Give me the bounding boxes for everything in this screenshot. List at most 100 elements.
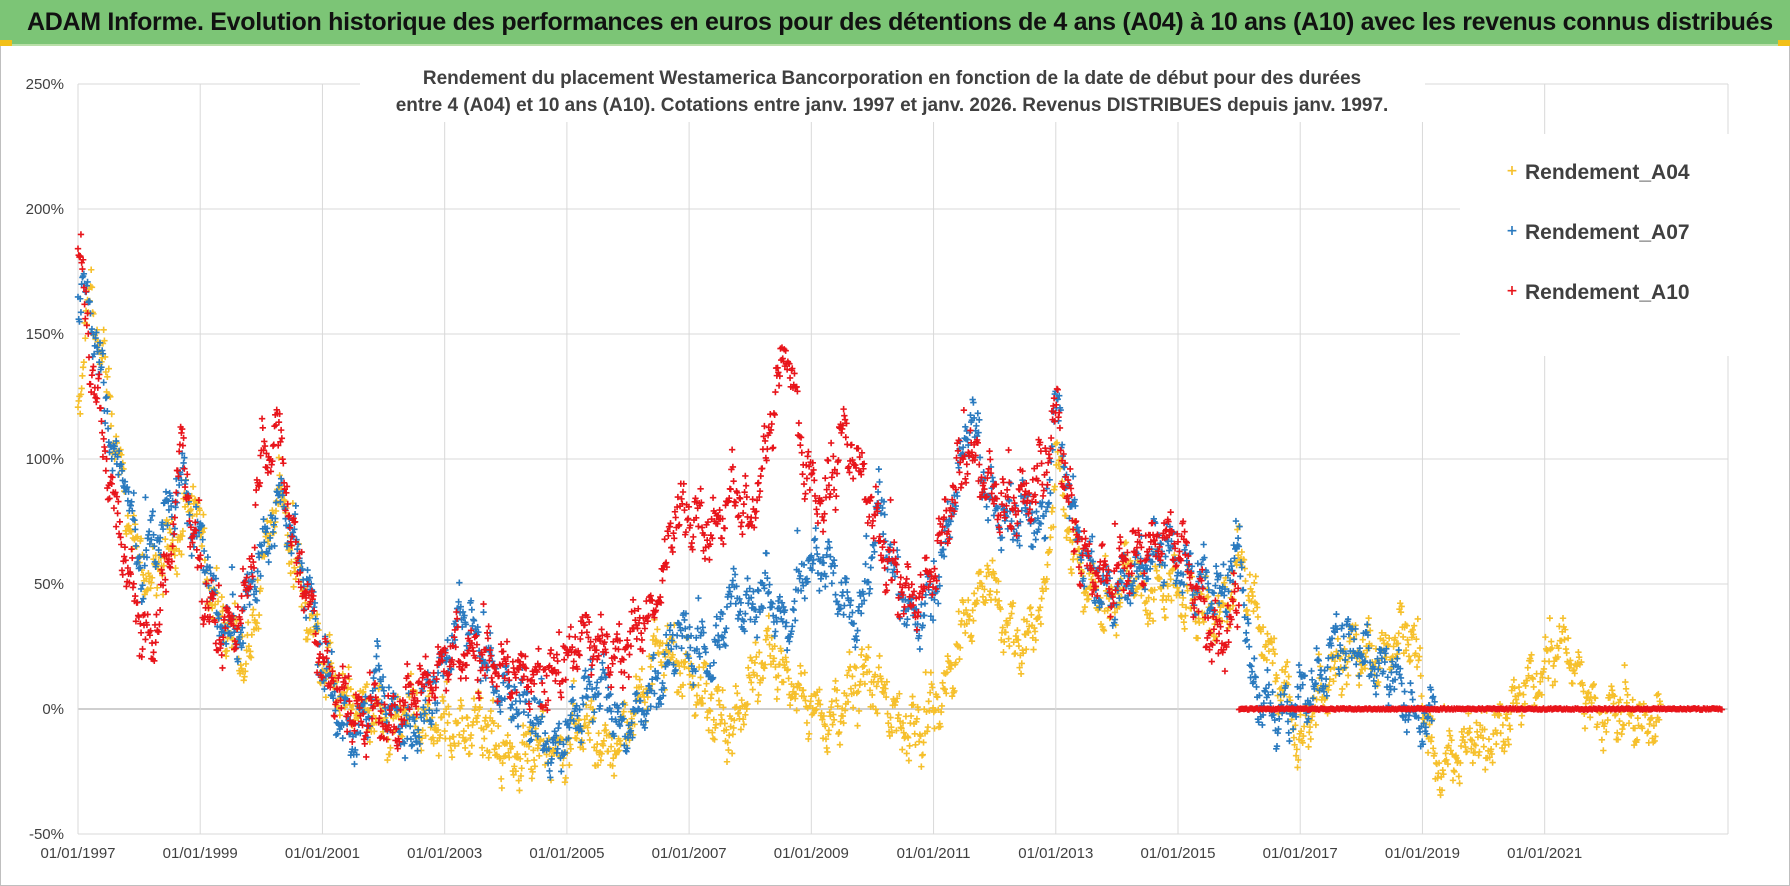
data-point-a07 xyxy=(321,685,328,693)
data-point-a07 xyxy=(1008,517,1015,525)
data-point-a04 xyxy=(1030,646,1037,653)
data-point-a04 xyxy=(1468,737,1476,744)
data-point-a07 xyxy=(766,581,773,588)
data-point-a04 xyxy=(1268,639,1276,646)
data-point-a04 xyxy=(1382,631,1389,639)
data-point-a10 xyxy=(672,514,679,521)
data-point-a04 xyxy=(1542,633,1549,641)
data-point-a10 xyxy=(569,664,577,672)
data-point-a04 xyxy=(288,558,295,566)
data-point-a07 xyxy=(761,585,768,592)
data-point-a07 xyxy=(1046,476,1053,483)
data-point-a10 xyxy=(231,637,239,645)
data-point-a07 xyxy=(266,534,274,542)
data-point-a07 xyxy=(1350,636,1358,643)
data-point-a07 xyxy=(849,609,856,616)
data-point-a04 xyxy=(761,661,769,668)
data-point-a04 xyxy=(193,510,200,518)
data-point-a04 xyxy=(1299,739,1306,747)
data-point-a04 xyxy=(1196,619,1203,627)
data-point-a04 xyxy=(504,732,511,739)
data-point-a04 xyxy=(602,726,610,734)
data-point-a07 xyxy=(970,399,977,406)
data-point-a07 xyxy=(96,339,104,346)
data-point-a10 xyxy=(684,515,692,522)
data-point-a10 xyxy=(155,628,162,636)
data-point-a04 xyxy=(819,716,826,723)
data-point-a04 xyxy=(1051,483,1058,490)
data-point-a04 xyxy=(948,693,956,700)
data-point-a04 xyxy=(178,551,185,558)
data-point-a07 xyxy=(706,662,714,670)
data-point-a04 xyxy=(752,639,759,646)
data-point-a04 xyxy=(733,703,740,711)
data-point-a07 xyxy=(723,625,730,632)
data-point-a07 xyxy=(1344,615,1352,623)
data-point-a04 xyxy=(1162,614,1169,621)
data-point-a10 xyxy=(659,577,666,584)
data-point-a04 xyxy=(360,688,367,695)
data-point-a07 xyxy=(841,602,848,609)
data-point-a07 xyxy=(106,449,113,456)
data-point-a04 xyxy=(885,719,892,727)
data-point-a07 xyxy=(300,583,308,590)
data-point-a07 xyxy=(1308,667,1315,675)
data-point-a04 xyxy=(1014,636,1022,644)
data-point-a10 xyxy=(171,514,178,521)
data-point-a07 xyxy=(1144,575,1152,582)
data-point-a04 xyxy=(1648,714,1655,722)
data-point-a04 xyxy=(276,472,283,479)
data-point-a07 xyxy=(370,674,377,682)
data-point-a04 xyxy=(481,735,488,742)
data-point-a04 xyxy=(339,670,346,678)
data-point-a04 xyxy=(1292,752,1300,759)
data-point-a04 xyxy=(140,571,147,578)
data-point-a07 xyxy=(1235,543,1243,550)
data-point-a10 xyxy=(324,647,331,654)
data-point-a04 xyxy=(812,692,819,699)
data-point-a07 xyxy=(514,723,522,730)
data-point-a07 xyxy=(765,588,772,596)
data-point-a04 xyxy=(1153,567,1160,574)
data-point-a04 xyxy=(264,517,271,525)
data-point-a07 xyxy=(415,726,422,734)
data-point-a07 xyxy=(171,525,178,532)
data-point-a07 xyxy=(265,558,272,566)
data-point-a07 xyxy=(277,498,284,506)
data-point-a04 xyxy=(1156,575,1163,583)
data-point-a04 xyxy=(1601,720,1608,727)
data-point-a07 xyxy=(599,666,607,673)
data-point-a04 xyxy=(1395,630,1402,637)
data-point-a10 xyxy=(210,591,217,598)
data-point-a04 xyxy=(997,605,1004,613)
data-point-a04 xyxy=(1480,743,1487,750)
data-point-a07 xyxy=(726,588,734,595)
data-point-a04 xyxy=(74,404,82,411)
data-point-a04 xyxy=(1549,682,1556,689)
data-point-a07 xyxy=(1160,579,1168,586)
data-point-a04 xyxy=(780,678,787,686)
data-point-a10 xyxy=(701,555,709,562)
data-point-a10 xyxy=(198,562,205,570)
data-point-a04 xyxy=(865,644,872,651)
data-point-a07 xyxy=(832,591,839,598)
data-point-a04 xyxy=(981,586,988,593)
series-a07 xyxy=(74,270,1438,781)
data-point-a10 xyxy=(122,557,129,564)
data-point-a07 xyxy=(403,712,410,719)
data-point-a04 xyxy=(854,722,861,729)
data-point-a04 xyxy=(148,574,156,581)
data-point-a10 xyxy=(252,501,259,509)
data-point-a10 xyxy=(219,664,226,672)
data-point-a04 xyxy=(1437,791,1444,799)
data-point-a07 xyxy=(1129,582,1136,589)
data-point-a04 xyxy=(1249,592,1256,600)
data-point-a07 xyxy=(497,708,504,715)
data-point-a04 xyxy=(1234,551,1242,559)
data-point-a07 xyxy=(1296,669,1303,676)
data-point-a07 xyxy=(334,730,341,737)
data-point-a04 xyxy=(797,662,804,670)
data-point-a07 xyxy=(143,546,150,554)
data-point-a04 xyxy=(855,707,863,715)
data-point-a04 xyxy=(711,736,718,743)
